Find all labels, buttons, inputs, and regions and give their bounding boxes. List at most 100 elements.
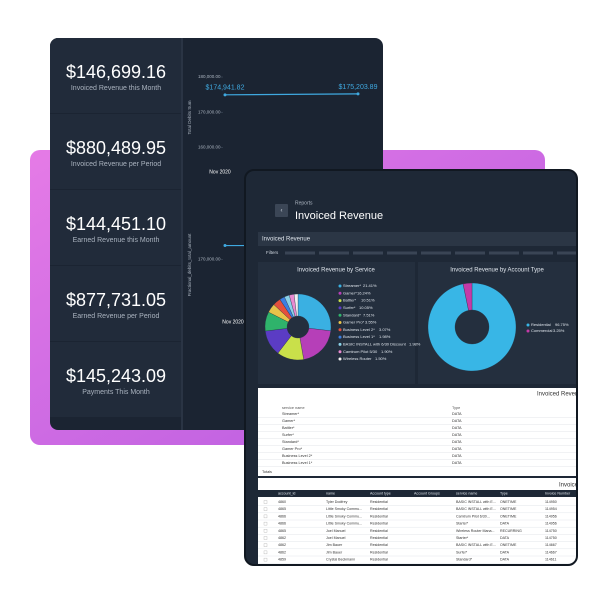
section-title: Invoiced Revenue	[262, 237, 311, 243]
cell: Residential	[370, 507, 388, 511]
cell: DATA	[500, 558, 510, 562]
y-tick-label: 160,000.00	[198, 145, 221, 150]
table-total: Totals	[262, 470, 272, 474]
legend-value: 1.98%	[409, 341, 421, 346]
y-tick-label: 170,000.00	[198, 257, 221, 262]
legend-value: 1.90%	[381, 349, 393, 354]
kpi-value: $144,451.10	[66, 214, 166, 234]
cell: Tyler Dodfrey	[326, 500, 348, 504]
cell: Little Smoky Commu...	[326, 514, 362, 518]
chart-title: Invoiced Revenue by Service	[297, 268, 375, 274]
cell: Jim Bauer	[326, 550, 343, 554]
cell: Surfer*	[456, 550, 468, 554]
column-header: account_id	[278, 491, 295, 495]
data-line	[224, 93, 359, 96]
cell: 4866	[278, 514, 286, 518]
report-title: Invoiced Revenue	[295, 210, 383, 222]
cell: Starter*	[456, 536, 469, 540]
cell: Residential	[370, 536, 388, 540]
legend-label: Residential	[531, 322, 551, 327]
column-header: Account Groups	[414, 491, 440, 495]
data-point	[356, 92, 360, 96]
cell: 114950	[545, 500, 557, 504]
back-button[interactable]	[275, 204, 288, 217]
cell: BASIC INSTALL with E...	[456, 543, 496, 547]
cell: Little Smoky Commu...	[326, 507, 362, 511]
cell: DATA	[452, 447, 462, 451]
cell: Gamer*	[282, 419, 296, 423]
cell: 4862	[278, 543, 286, 547]
kpi-value: $145,243.09	[66, 366, 166, 386]
legend-swatch	[338, 357, 342, 361]
column-header: service name	[282, 406, 305, 410]
cell: 4859	[278, 558, 286, 562]
kpi-tile	[50, 342, 181, 417]
report-frame	[244, 169, 578, 566]
cell: 4866	[278, 522, 286, 526]
kpi-tile	[50, 190, 181, 265]
data-label: $174,941.82	[206, 85, 245, 92]
column-header: Type	[452, 406, 460, 410]
breadcrumb[interactable]: Reports	[295, 200, 313, 206]
cell: BASIC INSTALL with E...	[456, 507, 496, 511]
legend-swatch	[338, 299, 342, 303]
data-point	[223, 244, 227, 248]
row-checkbox	[263, 529, 268, 533]
cell: 4865	[278, 529, 286, 533]
column-header: name	[326, 491, 335, 495]
legend-label: Wireless Router	[343, 356, 372, 361]
cell: Little Smoky Commu...	[326, 522, 362, 526]
cell: Residential	[370, 514, 388, 518]
cell: Streamer*	[282, 412, 300, 416]
chart-title: Invoiced Revenue by Account Type	[450, 268, 544, 274]
cell: Residential	[370, 500, 388, 504]
cell: Residential	[370, 522, 388, 526]
legend-label: Streamer*	[343, 283, 361, 288]
kpi-value: $146,699.16	[66, 62, 166, 82]
legend-label: Camtrum Pilot 5/30	[343, 349, 378, 354]
legend-label: Business Level 2*	[343, 327, 375, 332]
legend-value: 10.51%	[361, 298, 375, 303]
legend-swatch	[338, 306, 342, 310]
kpi-label: Invoiced Revenue this Month	[71, 85, 161, 92]
cell: DATA	[500, 550, 510, 554]
cell: 114667	[545, 543, 557, 547]
legend-value: 96.75%	[555, 322, 569, 327]
cell: RECURRING	[500, 529, 522, 533]
column-header: Type	[500, 491, 508, 495]
cell: Residential	[370, 529, 388, 533]
legend-value: 10.05%	[359, 305, 373, 310]
legend-swatch	[338, 313, 342, 317]
legend-value: 1.98%	[379, 334, 391, 339]
cell: Battler*	[282, 426, 295, 430]
cell: ONETIME	[500, 500, 517, 504]
legend-swatch	[526, 329, 530, 333]
legend-label: Battler*	[343, 298, 357, 303]
legend-swatch	[338, 335, 342, 339]
cell: Joel Manuel	[326, 536, 346, 540]
data-point	[223, 93, 227, 97]
row-checkbox	[263, 500, 268, 504]
kpi-tile	[50, 38, 181, 113]
kpi-label: Payments This Month	[82, 389, 150, 396]
cell: 4862	[278, 536, 286, 540]
filters[interactable]: Filters	[266, 250, 279, 255]
legend-value: 3.55%	[365, 320, 377, 325]
cell: 4865	[278, 507, 286, 511]
cell: Wireless Router Mana...	[456, 529, 495, 533]
legend-label: Commercial	[531, 328, 552, 333]
pie-slice	[293, 293, 299, 317]
cell: 114954	[545, 507, 557, 511]
cell: Surfer*	[282, 433, 294, 437]
cell: Business Level 1*	[282, 461, 313, 465]
y-tick-label: 170,000.00	[198, 109, 221, 114]
cell: DATA	[452, 412, 462, 416]
column-header: Account type	[370, 491, 391, 495]
legend-swatch	[338, 321, 342, 324]
table-title: Invoiced Revenue	[559, 483, 600, 489]
legend-value: 16.24%	[357, 290, 371, 295]
cell: DATA	[452, 440, 462, 444]
cell: DATA	[500, 536, 510, 540]
cell: 4862	[278, 550, 286, 554]
pie-slice	[462, 282, 473, 311]
